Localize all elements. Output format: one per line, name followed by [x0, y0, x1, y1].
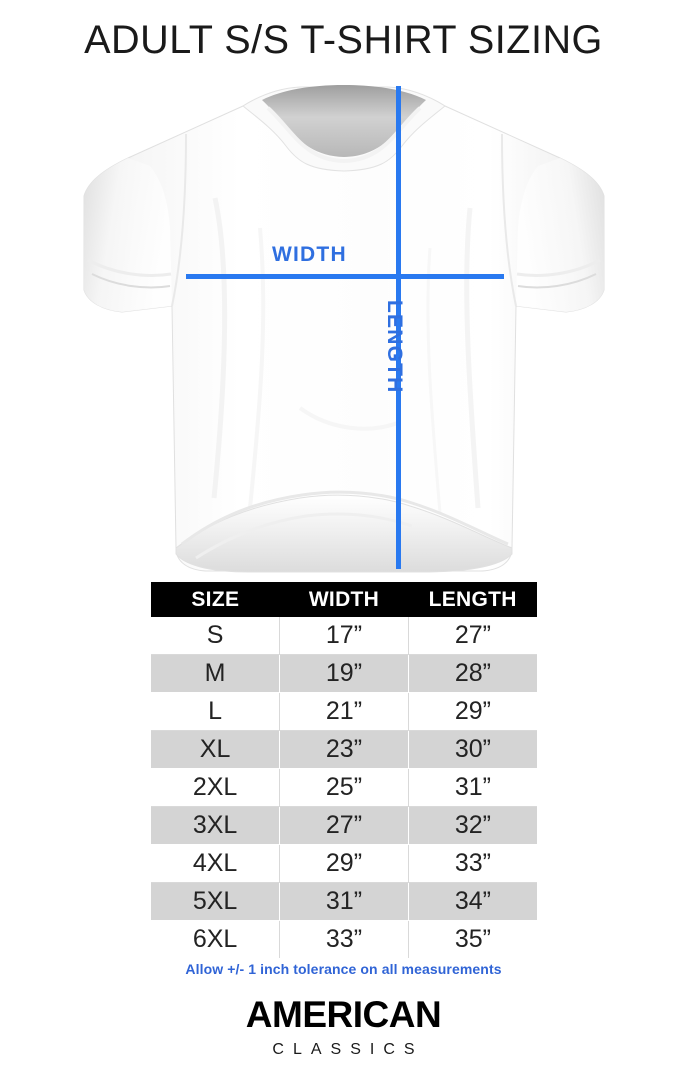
- cell-length: 33”: [408, 844, 537, 883]
- cell-width: 17”: [279, 617, 409, 655]
- page-title: ADULT S/S T-SHIRT SIZING: [84, 18, 603, 62]
- table-row: M 19” 28”: [151, 654, 537, 693]
- cell-width: 21”: [279, 692, 409, 731]
- brand-name-primary: AMERICAN: [245, 994, 442, 1035]
- cell-size: S: [151, 617, 281, 655]
- table-row: 2XL 25” 31”: [151, 768, 537, 807]
- cell-width: 33”: [279, 920, 409, 958]
- column-header-width: WIDTH: [279, 582, 409, 617]
- table-row: L 21” 29”: [151, 692, 537, 731]
- cell-size: XL: [151, 730, 281, 769]
- cell-length: 28”: [408, 654, 537, 693]
- cell-size: M: [151, 654, 281, 693]
- brand-logo: AMERICAN CLASSICS: [0, 996, 687, 1058]
- size-table-body: S 17” 27” M 19” 28” L 21” 29” XL 23”: [151, 617, 537, 958]
- cell-width: 19”: [279, 654, 409, 693]
- cell-size: 5XL: [151, 882, 281, 921]
- cell-length: 29”: [408, 692, 537, 731]
- table-header-row: SIZE WIDTH LENGTH: [151, 582, 537, 617]
- cell-size: 6XL: [151, 920, 281, 958]
- table-row: 6XL 33” 35”: [151, 920, 537, 958]
- cell-size: 4XL: [151, 844, 281, 883]
- tolerance-note: Allow +/- 1 inch tolerance on all measur…: [185, 961, 502, 977]
- table-row: 4XL 29” 33”: [151, 844, 537, 883]
- column-header-length: LENGTH: [408, 582, 537, 617]
- table-row: XL 23” 30”: [151, 730, 537, 769]
- table-row: 5XL 31” 34”: [151, 882, 537, 921]
- brand-name-secondary: CLASSICS: [272, 1041, 424, 1058]
- cell-length: 34”: [408, 882, 537, 921]
- cell-size: 3XL: [151, 806, 281, 845]
- size-table: SIZE WIDTH LENGTH S 17” 27” M 19” 28” L: [151, 582, 537, 958]
- cell-length: 30”: [408, 730, 537, 769]
- cell-size: L: [151, 692, 281, 731]
- cell-length: 35”: [408, 920, 537, 958]
- cell-width: 25”: [279, 768, 409, 807]
- size-table-container: SIZE WIDTH LENGTH S 17” 27” M 19” 28” L: [151, 582, 537, 958]
- cell-length: 32”: [408, 806, 537, 845]
- table-row: 3XL 27” 32”: [151, 806, 537, 845]
- table-row: S 17” 27”: [151, 617, 537, 655]
- cell-width: 31”: [279, 882, 409, 921]
- cell-length: 27”: [408, 617, 537, 655]
- cell-width: 23”: [279, 730, 409, 769]
- tshirt-diagram: WIDTH LENGTH: [0, 78, 687, 578]
- cell-width: 29”: [279, 844, 409, 883]
- cell-length: 31”: [408, 768, 537, 807]
- cell-size: 2XL: [151, 768, 281, 807]
- column-header-size: SIZE: [151, 582, 280, 617]
- tshirt-illustration: [83, 85, 605, 573]
- size-table-head: SIZE WIDTH LENGTH: [151, 582, 537, 617]
- cell-width: 27”: [279, 806, 409, 845]
